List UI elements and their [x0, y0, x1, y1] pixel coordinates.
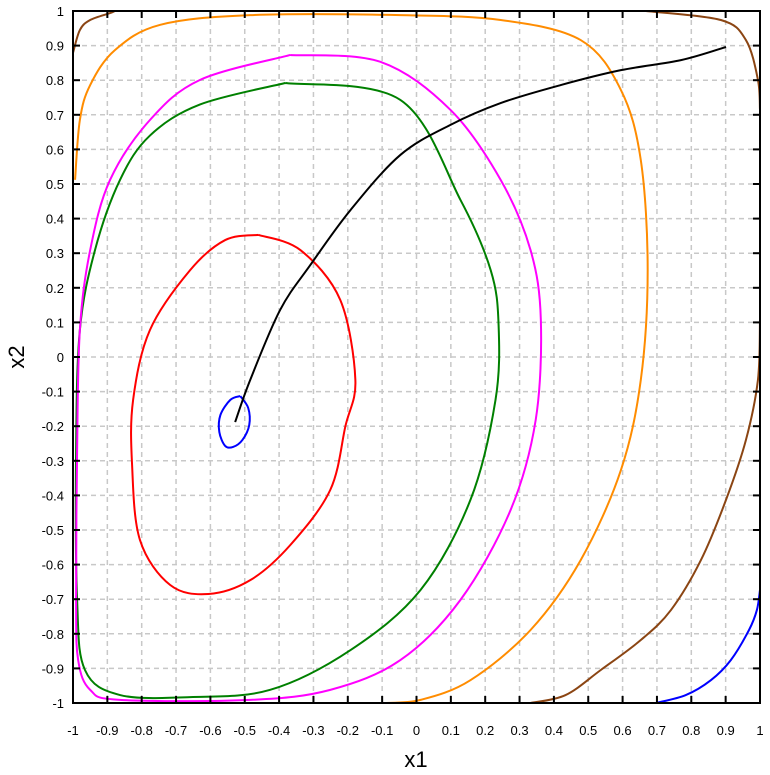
y-tick-label: -1 [52, 696, 64, 711]
x-axis-label: x1 [404, 747, 427, 772]
x-tick-label: 0.9 [717, 723, 735, 738]
x-tick-label: 1 [756, 723, 763, 738]
y-tick-label: -0.5 [42, 523, 64, 538]
x-tick-label: 0.2 [476, 723, 494, 738]
contour-line-8 [655, 589, 760, 703]
ticks: -1 -0.9 -0.8 -0.7 -0.6 -0.5 -0.4 -0.3 -0.2 -0.1 0 0… [42, 4, 764, 738]
x-tick-label: -0.4 [268, 723, 290, 738]
y-tick-label: 0.2 [46, 281, 64, 296]
x-tick-label: 0.3 [511, 723, 529, 738]
x-tick-label: 0.5 [579, 723, 597, 738]
y-tick-label: 0 [57, 350, 64, 365]
x-tick-label: -0.8 [130, 723, 152, 738]
x-tick-label: -0.2 [337, 723, 359, 738]
contour-line-0 [217, 395, 251, 449]
y-tick-label: 1 [57, 4, 64, 19]
x-tick-label: -0.9 [96, 723, 118, 738]
grid [73, 11, 760, 703]
contour-line-5 [73, 11, 116, 54]
y-tick-label: 0.3 [46, 246, 64, 261]
y-tick-label: -0.8 [42, 627, 64, 642]
y-tick-label: 0.8 [46, 73, 64, 88]
x-tick-label: 0.1 [442, 723, 460, 738]
contour-line-1 [130, 233, 357, 596]
x-tick-label: -0.3 [302, 723, 324, 738]
y-tick-label: 0.5 [46, 177, 64, 192]
x-tick-label: 0.4 [545, 723, 563, 738]
y-tick-label: 0.1 [46, 315, 64, 330]
trajectory-line [234, 46, 727, 423]
y-tick-label: -0.9 [42, 661, 64, 676]
y-tick-label: -0.4 [42, 488, 64, 503]
x-tick-label: -0.7 [165, 723, 187, 738]
y-tick-label: 0.4 [46, 212, 64, 227]
y-tick-label: -0.1 [42, 385, 64, 400]
x-tick-label: -1 [67, 723, 79, 738]
y-tick-label: -0.3 [42, 454, 64, 469]
x-tick-label: -0.5 [234, 723, 256, 738]
x-tick-label: -0.1 [371, 723, 393, 738]
contour-line-6 [645, 11, 760, 111]
x-tick-label: 0.6 [614, 723, 632, 738]
contour-line-7 [530, 319, 760, 703]
y-tick-label: 0.7 [46, 108, 64, 123]
x-tick-label: 0 [413, 723, 420, 738]
y-axis-label: x2 [4, 345, 29, 368]
y-tick-label: 0.9 [46, 39, 64, 54]
contour-line-2 [74, 81, 501, 700]
y-tick-label: -0.6 [42, 558, 64, 573]
y-tick-label: -0.7 [42, 592, 64, 607]
x-tick-label: 0.7 [648, 723, 666, 738]
x-tick-label: -0.6 [199, 723, 221, 738]
x-tick-label: 0.8 [682, 723, 700, 738]
y-tick-label: 0.6 [46, 142, 64, 157]
contour-line-3 [75, 53, 543, 703]
contour-line-4 [74, 13, 649, 703]
y-tick-label: -0.2 [42, 419, 64, 434]
